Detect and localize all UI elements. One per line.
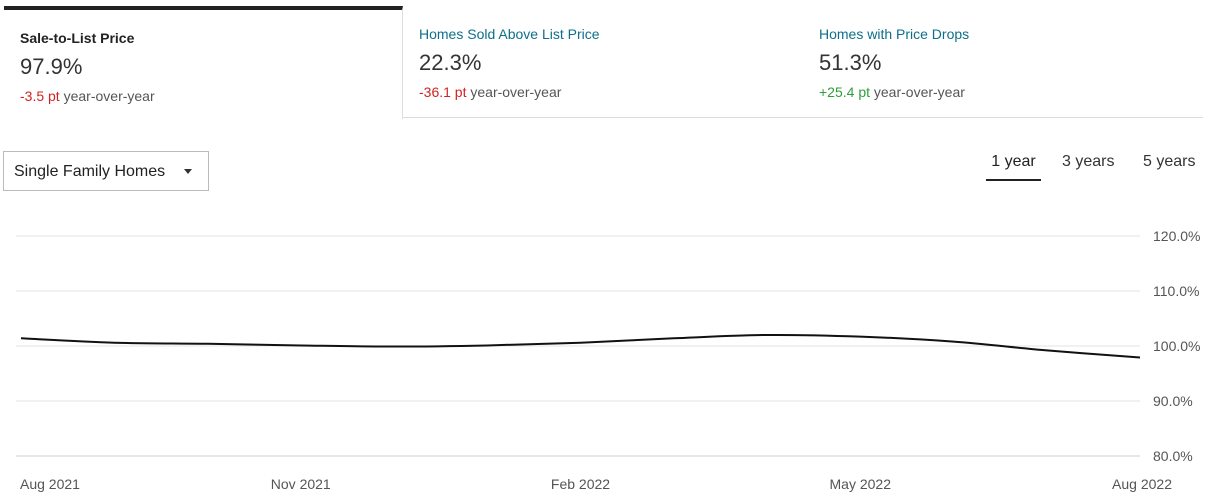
y-tick-label: 120.0%: [1153, 228, 1200, 244]
tab-label: Sale-to-List Price: [20, 30, 135, 46]
y-tick-label: 90.0%: [1153, 393, 1193, 409]
tab-delta: -3.5 pt: [20, 88, 60, 104]
y-tick-label: 100.0%: [1153, 338, 1200, 354]
tab-value: 51.3%: [819, 50, 882, 75]
x-tick-label: May 2022: [830, 476, 892, 492]
x-tick-label: Feb 2022: [551, 476, 610, 492]
tab-delta: -36.1 pt: [419, 84, 467, 100]
tab-label: Homes Sold Above List Price: [419, 26, 600, 42]
y-tick-label: 110.0%: [1153, 283, 1199, 299]
tab-homes-with-price-drops[interactable]: Homes with Price Drops 51.3% +25.4 pt ye…: [803, 6, 1203, 118]
range-5-years-button[interactable]: 5 years: [1143, 151, 1195, 179]
range-1-year-button[interactable]: 1 year: [986, 151, 1041, 181]
x-tick-label: Aug 2022: [1112, 476, 1172, 492]
metric-tabs: Sale-to-List Price 97.9% -3.5 pt year-ov…: [4, 6, 1203, 119]
y-tick-label: 80.0%: [1153, 448, 1193, 464]
x-tick-label: Aug 2021: [20, 476, 80, 492]
x-tick-label: Nov 2021: [271, 476, 331, 492]
tab-delta-text: -36.1 pt year-over-year: [419, 84, 561, 100]
series-line: [20, 333, 1141, 359]
tab-label: Homes with Price Drops: [819, 26, 970, 42]
tab-delta-text: -3.5 pt year-over-year: [20, 88, 155, 104]
tab-sale-to-list-price[interactable]: Sale-to-List Price 97.9% -3.5 pt year-ov…: [4, 6, 403, 119]
tab-homes-sold-above-list[interactable]: Homes Sold Above List Price 22.3% -36.1 …: [403, 6, 803, 118]
range-label: 1 year: [991, 153, 1036, 170]
home-type-dropdown[interactable]: Single Family Homes: [3, 151, 209, 191]
tab-value: 97.9%: [20, 54, 83, 79]
sale-to-list-chart: 120.0% 110.0% 100.0% 90.0% 80.0% Aug 2021 Nov…: [16, 228, 1200, 492]
dropdown-selected-value: Single Family Homes: [14, 163, 166, 180]
tab-delta-suffix: year-over-year: [873, 84, 965, 100]
range-label: 3 years: [1062, 153, 1115, 170]
tab-delta: +25.4 pt: [819, 84, 870, 100]
tab-delta-suffix: year-over-year: [63, 88, 155, 104]
caret-down-icon: [184, 169, 192, 174]
range-label: 5 years: [1143, 153, 1196, 170]
range-3-years-button[interactable]: 3 years: [1062, 151, 1114, 179]
tab-delta-suffix: year-over-year: [470, 84, 562, 100]
tab-value: 22.3%: [419, 50, 482, 75]
tab-delta-text: +25.4 pt year-over-year: [819, 84, 965, 100]
